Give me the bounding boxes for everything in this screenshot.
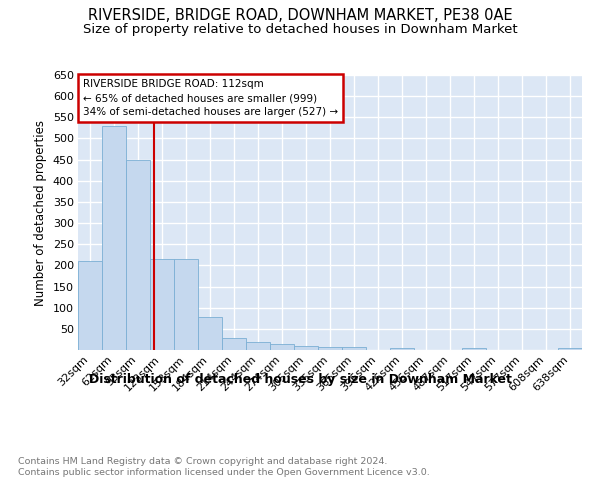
- Bar: [558, 348, 582, 350]
- Bar: [78, 261, 102, 350]
- Y-axis label: Number of detached properties: Number of detached properties: [34, 120, 47, 306]
- Bar: [294, 346, 318, 350]
- Text: Distribution of detached houses by size in Downham Market: Distribution of detached houses by size …: [89, 372, 511, 386]
- Text: Size of property relative to detached houses in Downham Market: Size of property relative to detached ho…: [83, 22, 517, 36]
- Bar: [342, 348, 366, 350]
- Bar: [198, 317, 222, 350]
- Bar: [174, 259, 198, 350]
- Bar: [150, 259, 174, 350]
- Bar: [222, 338, 246, 350]
- Bar: [246, 342, 270, 350]
- Bar: [462, 348, 486, 350]
- Text: Contains HM Land Registry data © Crown copyright and database right 2024.
Contai: Contains HM Land Registry data © Crown c…: [18, 458, 430, 477]
- Bar: [126, 160, 150, 350]
- Text: RIVERSIDE, BRIDGE ROAD, DOWNHAM MARKET, PE38 0AE: RIVERSIDE, BRIDGE ROAD, DOWNHAM MARKET, …: [88, 8, 512, 22]
- Bar: [270, 344, 294, 350]
- Bar: [390, 348, 414, 350]
- Bar: [102, 126, 126, 350]
- Bar: [318, 346, 342, 350]
- Text: RIVERSIDE BRIDGE ROAD: 112sqm
← 65% of detached houses are smaller (999)
34% of : RIVERSIDE BRIDGE ROAD: 112sqm ← 65% of d…: [83, 79, 338, 117]
